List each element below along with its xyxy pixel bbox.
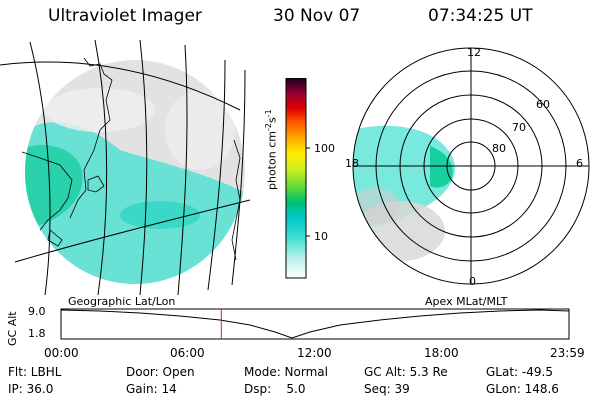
altitude-axis-label: GC Alt xyxy=(6,311,19,346)
colorbar-tick-100: 100 xyxy=(314,142,335,155)
colorbar-tick-10: 10 xyxy=(314,230,328,243)
geo-grid xyxy=(0,40,251,295)
geographic-caption: Geographic Lat/Lon xyxy=(68,295,176,308)
colorbar-unit-label: photon cm-2s-1 xyxy=(264,109,279,190)
status-seq: Seq: 39 xyxy=(364,382,410,396)
geo-emission xyxy=(25,88,245,284)
mlt-label-0: 0 xyxy=(469,275,476,288)
polar-grid xyxy=(352,47,590,285)
status-ip: IP: 36.0 xyxy=(8,382,54,396)
status-door: Door: Open xyxy=(126,365,195,379)
instrument-title: Ultraviolet Imager xyxy=(48,6,202,26)
altitude-tick-1-8: 1.8 xyxy=(28,327,46,340)
status-glon: GLon: 148.6 xyxy=(486,382,559,396)
altitude-plot xyxy=(60,308,570,340)
mlt-label-18: 18 xyxy=(345,157,359,170)
mlt-label-12: 12 xyxy=(467,46,481,59)
mlt-label-6: 6 xyxy=(576,157,583,170)
status-gain: Gain: 14 xyxy=(126,382,177,396)
coastlines xyxy=(21,57,241,261)
time-tick-1200: 12:00 xyxy=(297,346,332,360)
status-mode: Mode: Normal xyxy=(244,365,328,379)
altitude-curve xyxy=(60,309,570,339)
time-label: 07:34:25 UT xyxy=(428,6,533,26)
date-label: 30 Nov 07 xyxy=(273,6,361,26)
mlat-label-70: 70 xyxy=(512,121,526,134)
status-dsp: Dsp: 5.0 xyxy=(244,382,306,396)
time-tick-0000: 00:00 xyxy=(44,346,79,360)
altitude-tick-9: 9.0 xyxy=(28,305,46,318)
altitude-frame xyxy=(60,308,570,340)
geographic-image xyxy=(0,40,251,295)
status-glat: GLat: -49.5 xyxy=(486,365,553,379)
time-tick-0600: 06:00 xyxy=(170,346,205,360)
status-gc-alt: GC Alt: 5.3 Re xyxy=(364,365,448,379)
polar-plot xyxy=(352,47,590,285)
status-filter: Flt: LBHL xyxy=(8,365,62,379)
mlat-label-60: 60 xyxy=(536,98,550,111)
apex-caption: Apex MLat/MLT xyxy=(425,295,508,308)
colorbar xyxy=(285,78,310,279)
time-tick-1800: 18:00 xyxy=(424,346,459,360)
mlat-label-80: 80 xyxy=(492,142,506,155)
time-tick-2359: 23:59 xyxy=(550,346,585,360)
